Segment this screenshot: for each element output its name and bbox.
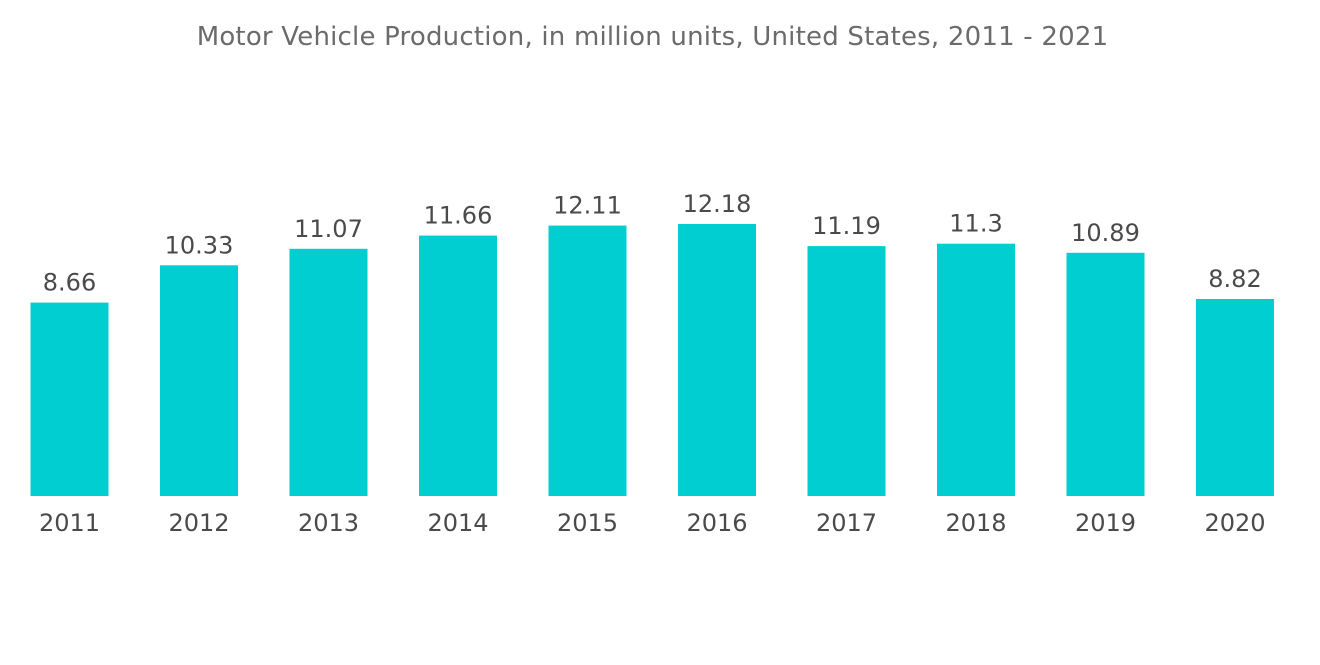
bar-2020 xyxy=(1196,299,1274,496)
value-label-2012: 10.33 xyxy=(165,231,234,259)
bar-2011 xyxy=(30,302,109,496)
bar-2015 xyxy=(548,225,627,496)
bar-2014 xyxy=(419,235,497,496)
value-label-2019: 10.89 xyxy=(1071,219,1140,247)
value-label-2015: 12.11 xyxy=(553,192,622,220)
x-tick-label-2020: 2020 xyxy=(1204,509,1265,537)
value-label-2014: 11.66 xyxy=(424,202,493,230)
value-label-2020: 8.82 xyxy=(1208,265,1261,293)
value-label-2011: 8.66 xyxy=(43,269,96,297)
value-label-2018: 11.3 xyxy=(949,210,1002,238)
value-label-2017: 11.19 xyxy=(812,212,881,240)
bar-2012 xyxy=(160,265,238,496)
bar-2013 xyxy=(289,248,368,496)
bar-2018 xyxy=(937,243,1015,496)
x-tick-label-2016: 2016 xyxy=(686,509,747,537)
x-tick-label-2012: 2012 xyxy=(168,509,229,537)
bar-2019 xyxy=(1066,252,1145,496)
bar-2016 xyxy=(678,224,756,496)
value-labels-layer: 8.66 10.33 11.07 11.66 12.11 12.18 11.19 11.3 10… xyxy=(43,190,1262,297)
value-label-2013: 11.07 xyxy=(294,215,363,243)
value-label-2016: 12.18 xyxy=(683,190,752,218)
bars-layer xyxy=(30,224,1274,496)
x-axis: 2011 2012 2013 2014 2015 2016 2017 2018 2019 2020 xyxy=(39,509,1266,537)
x-tick-label-2019: 2019 xyxy=(1075,509,1136,537)
x-tick-label-2011: 2011 xyxy=(39,509,100,537)
x-tick-label-2018: 2018 xyxy=(945,509,1006,537)
x-tick-label-2013: 2013 xyxy=(298,509,359,537)
x-tick-label-2014: 2014 xyxy=(427,509,488,537)
x-tick-label-2015: 2015 xyxy=(557,509,618,537)
bar-2017 xyxy=(807,246,886,496)
x-tick-label-2017: 2017 xyxy=(816,509,877,537)
chart-title: Motor Vehicle Production, in million uni… xyxy=(196,22,1109,52)
